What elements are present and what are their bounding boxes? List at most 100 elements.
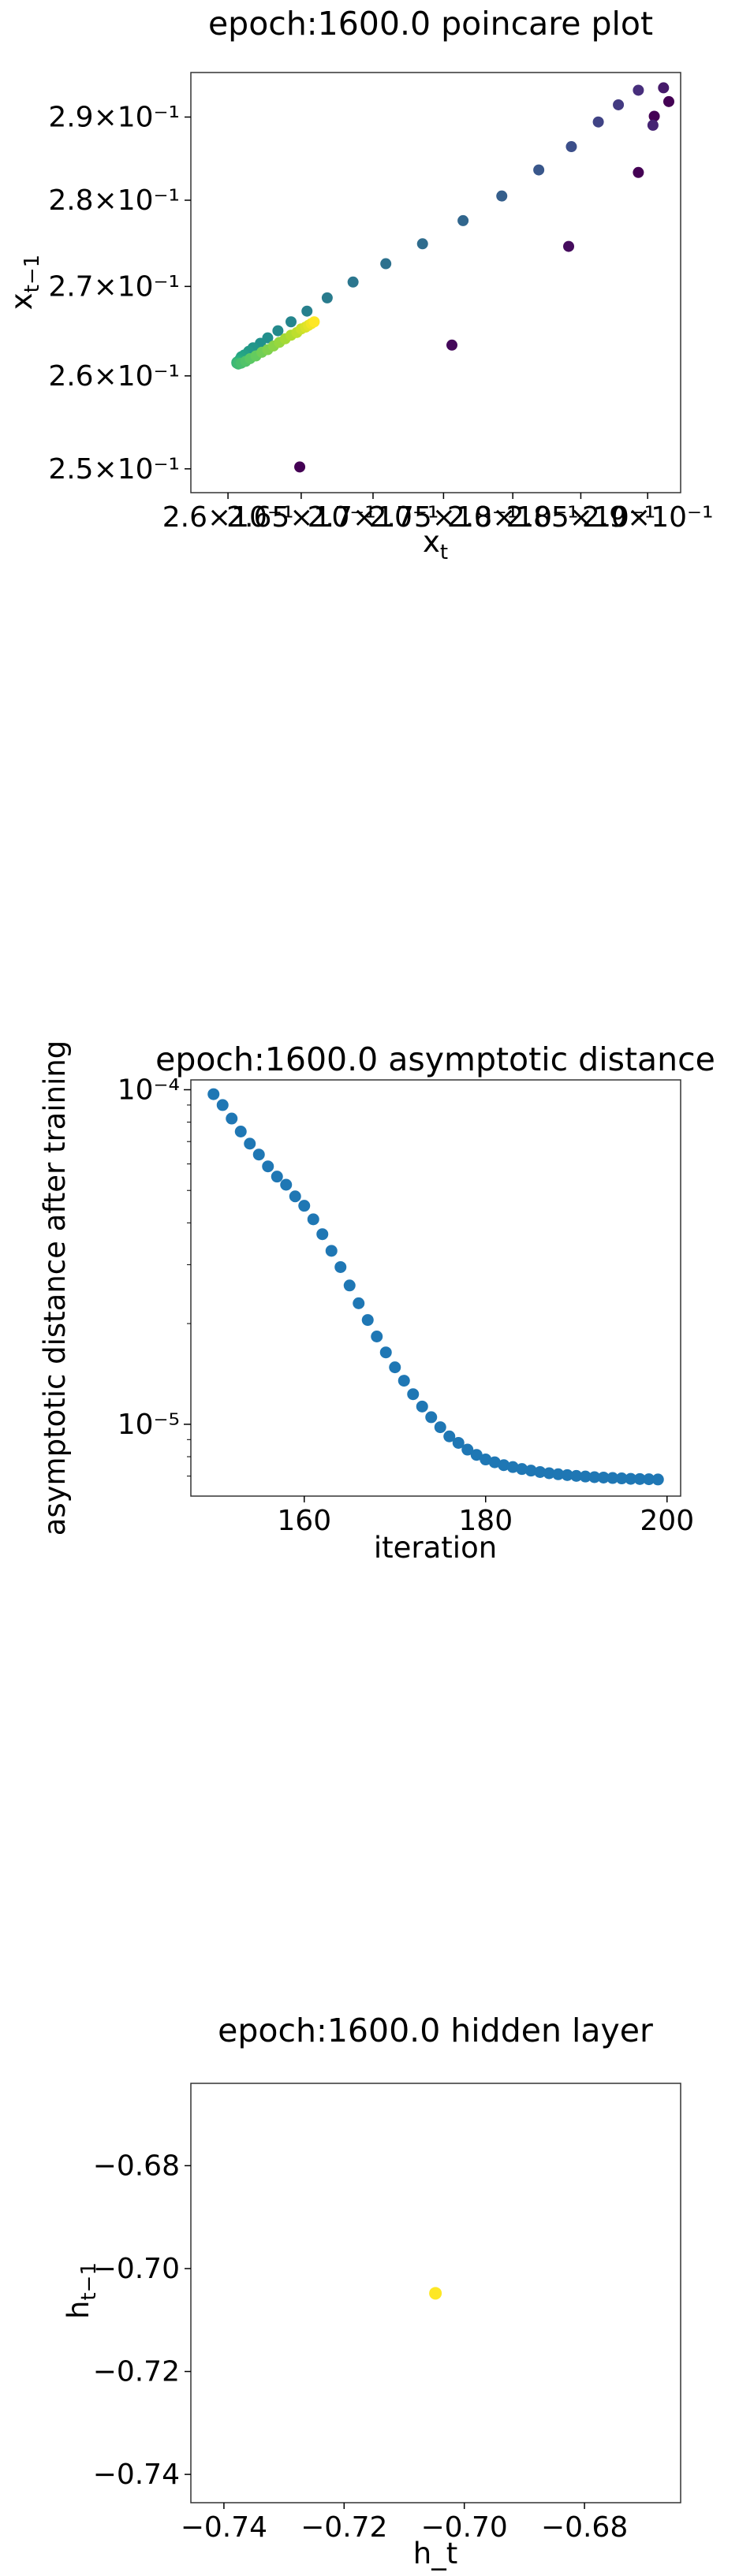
poincare-point <box>321 292 333 303</box>
poincare-point <box>294 461 306 473</box>
asymptotic-point <box>289 1190 301 1203</box>
asymptotic-point <box>579 1470 592 1483</box>
poincare-point <box>347 276 359 288</box>
poincare-point <box>380 258 392 270</box>
poincare-points <box>231 82 674 473</box>
poincare-x-tick-label: 2.9×10⁻¹ <box>582 501 714 534</box>
asymptotic-point <box>480 1454 492 1466</box>
hidden-layer-y-tick-label: −0.70 <box>93 2253 180 2285</box>
poincare-point <box>613 99 625 110</box>
poincare-y-label-sub: t−1 <box>21 255 44 293</box>
hidden-layer-y-label: ht−1 <box>62 2262 101 2319</box>
poincare-y-tick-label: 2.5×10⁻¹ <box>48 453 180 486</box>
asymptotic-point <box>353 1297 365 1309</box>
asymptotic-point <box>633 1472 646 1485</box>
asymptotic-point <box>524 1465 537 1477</box>
asymptotic-plot-area <box>190 1079 681 1497</box>
hidden-layer-point <box>429 2287 442 2300</box>
poincare-point <box>563 240 575 252</box>
asymptotic-point <box>244 1137 256 1150</box>
asymptotic-point <box>651 1473 664 1486</box>
asymptotic-point <box>516 1463 528 1476</box>
asymptotic-point <box>307 1213 319 1226</box>
hidden-layer-points <box>429 2287 442 2300</box>
poincare-point <box>592 116 604 128</box>
poincare-x-label-main: x <box>423 525 440 559</box>
hidden-layer-plot-area <box>190 2083 681 2503</box>
asymptotic-chart: epoch:1600.0 asymptotic distance 160 180 2… <box>38 1040 715 1565</box>
asymptotic-point <box>226 1112 238 1125</box>
poincare-y-tick-label: 2.8×10⁻¹ <box>48 184 180 217</box>
asymptotic-point <box>397 1375 410 1387</box>
asymptotic-point <box>416 1400 428 1413</box>
asymptotic-point <box>588 1471 601 1483</box>
poincare-point <box>533 164 545 176</box>
asymptotic-point <box>316 1228 329 1241</box>
asymptotic-y-label: asymptotic distance after training <box>38 1040 72 1536</box>
asymptotic-point <box>615 1472 628 1485</box>
asymptotic-x-tick-label: 200 <box>640 1505 694 1537</box>
poincare-x-tick-label: 2.65×10⁻¹ <box>226 501 376 534</box>
asymptotic-points <box>207 1088 664 1486</box>
asymptotic-point <box>506 1461 519 1473</box>
hidden-layer-y-label-sub: t−1 <box>77 2262 101 2301</box>
poincare-point <box>648 110 660 122</box>
hidden-layer-x-tick-label: −0.70 <box>421 2511 508 2544</box>
poincare-title: epoch:1600.0 poincare plot <box>208 5 653 43</box>
poincare-point <box>286 316 297 328</box>
asymptotic-point <box>379 1346 392 1359</box>
poincare-y-ticks: 2.5×10⁻¹ 2.6×10⁻¹ 2.7×10⁻¹ 2.8×10⁻¹ 2.9×10⁻¹ <box>48 101 191 486</box>
asymptotic-point <box>389 1361 401 1374</box>
poincare-point <box>446 339 458 351</box>
hidden-layer-y-tick-label: −0.68 <box>93 2150 180 2182</box>
asymptotic-point <box>334 1260 347 1273</box>
asymptotic-point <box>298 1200 311 1212</box>
asymptotic-x-ticks: 160 180 200 <box>277 1496 694 1537</box>
hidden-layer-y-tick-label: −0.72 <box>93 2356 180 2388</box>
poincare-point <box>272 325 284 337</box>
poincare-point <box>662 95 674 107</box>
poincare-x-tick-label: 2.8×10⁻¹ <box>447 501 579 534</box>
asymptotic-point <box>488 1456 501 1469</box>
asymptotic-point <box>407 1388 420 1401</box>
asymptotic-y-tick-label: 10⁻⁴ <box>118 1074 180 1106</box>
poincare-point <box>308 316 320 328</box>
asymptotic-point <box>543 1467 555 1480</box>
asymptotic-y-ticks: 10⁻⁵ 10⁻⁴ <box>118 1074 191 1477</box>
asymptotic-point <box>280 1178 293 1191</box>
asymptotic-point <box>271 1171 283 1183</box>
poincare-point <box>658 82 670 94</box>
asymptotic-point <box>498 1459 510 1472</box>
poincare-x-label: xt <box>423 525 448 564</box>
asymptotic-point <box>425 1411 438 1424</box>
poincare-x-tick-label: 2.6×10⁻¹ <box>162 501 294 534</box>
asymptotic-point <box>434 1421 446 1434</box>
poincare-point <box>565 141 577 153</box>
poincare-y-tick-label: 2.6×10⁻¹ <box>48 360 180 393</box>
asymptotic-point <box>325 1245 338 1257</box>
asymptotic-point <box>452 1436 465 1449</box>
poincare-y-label-main: x <box>5 292 39 310</box>
asymptotic-title: epoch:1600.0 asymptotic distance <box>155 1040 715 1078</box>
asymptotic-point <box>607 1472 619 1484</box>
asymptotic-y-tick-label: 10⁻⁵ <box>118 1409 180 1441</box>
asymptotic-point <box>216 1099 229 1111</box>
asymptotic-x-tick-label: 160 <box>277 1505 331 1537</box>
asymptotic-point <box>207 1088 220 1100</box>
asymptotic-point <box>534 1465 547 1478</box>
hidden-layer-title: epoch:1600.0 hidden layer <box>218 2012 653 2049</box>
hidden-layer-x-tick-label: −0.72 <box>300 2511 387 2544</box>
asymptotic-point <box>361 1314 374 1327</box>
poincare-point <box>301 305 313 317</box>
asymptotic-point <box>443 1430 456 1442</box>
poincare-point <box>496 190 508 202</box>
asymptotic-point <box>570 1469 583 1482</box>
asymptotic-point <box>625 1472 637 1485</box>
asymptotic-x-tick-label: 180 <box>458 1505 513 1537</box>
poincare-x-ticks: 2.6×10⁻¹2.65×10⁻¹2.7×10⁻¹2.75×10⁻¹2.8×10… <box>162 493 714 534</box>
hidden-layer-x-tick-label: −0.68 <box>541 2511 628 2544</box>
asymptotic-point <box>552 1468 565 1480</box>
asymptotic-point <box>470 1449 483 1461</box>
hidden-layer-x-tick-label: −0.74 <box>181 2511 267 2544</box>
